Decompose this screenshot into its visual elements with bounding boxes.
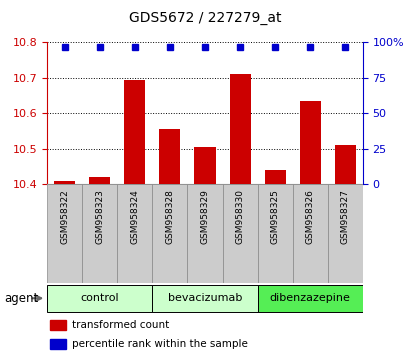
Text: percentile rank within the sample: percentile rank within the sample	[72, 339, 248, 349]
Text: GSM958328: GSM958328	[165, 189, 174, 244]
Text: GSM958322: GSM958322	[60, 189, 69, 244]
Text: GSM958325: GSM958325	[270, 189, 279, 244]
Text: GSM958327: GSM958327	[340, 189, 349, 244]
Bar	[82, 184, 117, 283]
Bar	[257, 184, 292, 283]
Text: transformed count: transformed count	[72, 320, 169, 330]
Text: GSM958323: GSM958323	[95, 189, 104, 244]
Bar	[327, 184, 362, 283]
Text: dibenzazepine: dibenzazepine	[269, 293, 350, 303]
Bar	[194, 147, 215, 184]
Text: agent: agent	[4, 292, 38, 305]
Bar	[50, 339, 66, 349]
Text: GSM958326: GSM958326	[305, 189, 314, 244]
Bar	[124, 80, 145, 184]
Text: control: control	[80, 293, 119, 303]
Bar	[47, 184, 82, 283]
Bar	[292, 184, 327, 283]
Text: GSM958330: GSM958330	[235, 189, 244, 244]
Text: bevacizumab: bevacizumab	[167, 293, 242, 303]
Bar	[152, 184, 187, 283]
Text: GDS5672 / 227279_at: GDS5672 / 227279_at	[128, 11, 281, 25]
Bar	[54, 181, 75, 184]
Bar	[159, 129, 180, 184]
Bar	[229, 74, 250, 184]
Bar	[47, 285, 152, 312]
Bar	[89, 177, 110, 184]
Bar	[152, 285, 257, 312]
Text: GSM958329: GSM958329	[200, 189, 209, 244]
Text: GSM958324: GSM958324	[130, 189, 139, 244]
Bar	[50, 320, 66, 330]
Bar	[264, 170, 285, 184]
Bar	[222, 184, 257, 283]
Bar	[299, 101, 320, 184]
Bar	[257, 285, 362, 312]
Bar	[334, 145, 355, 184]
Bar	[117, 184, 152, 283]
Bar	[187, 184, 222, 283]
